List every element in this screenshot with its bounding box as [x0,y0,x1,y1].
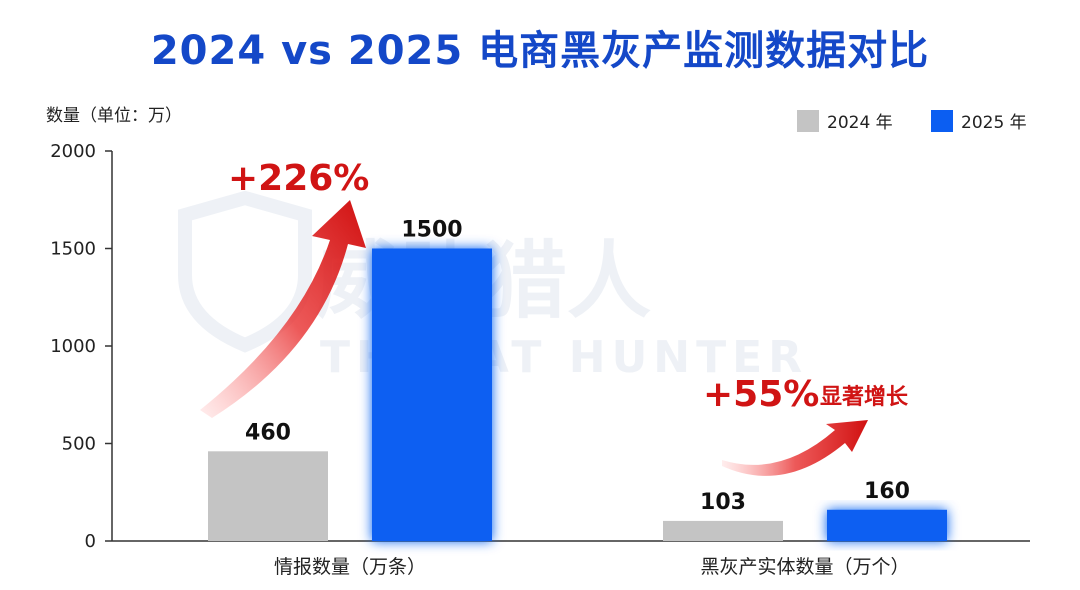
growth-label: +55% [703,374,819,415]
bar-value-label: 1500 [401,218,462,243]
bar-value-label: 460 [245,420,291,445]
bar-value-label: 103 [700,490,746,515]
growth-arrow-icon [722,420,868,476]
growth-arrow-icon [200,200,366,418]
bar-2024-cat0 [208,451,328,541]
y-tick-label: 2000 [50,141,96,162]
legend-swatch-2025 [931,110,953,132]
y-tick-label: 500 [62,434,96,455]
growth-note: 显著增长 [820,384,909,410]
bar-2024-cat1 [663,520,783,541]
y-tick-label: 1000 [50,336,96,357]
y-tick-label: 0 [85,531,96,552]
bar-value-label: 160 [864,479,910,504]
y-tick-label: 1500 [50,239,96,260]
bar-2025-cat1 [827,509,947,541]
legend-label: 2025 年 [961,113,1027,133]
chart-title: 2024 vs 2025 电商黑灰产监测数据对比 [150,28,930,74]
x-category-label: 情报数量（万条） [274,556,426,578]
watermark-shield-icon [178,190,312,353]
y-axis-label: 数量（单位：万） [46,106,182,126]
bar-2025-cat0 [372,248,492,541]
x-category-label: 黑灰产实体数量（万个） [700,556,909,578]
growth-label: +226% [228,158,369,199]
legend-label: 2024 年 [827,113,893,133]
legend-swatch-2024 [797,110,819,132]
